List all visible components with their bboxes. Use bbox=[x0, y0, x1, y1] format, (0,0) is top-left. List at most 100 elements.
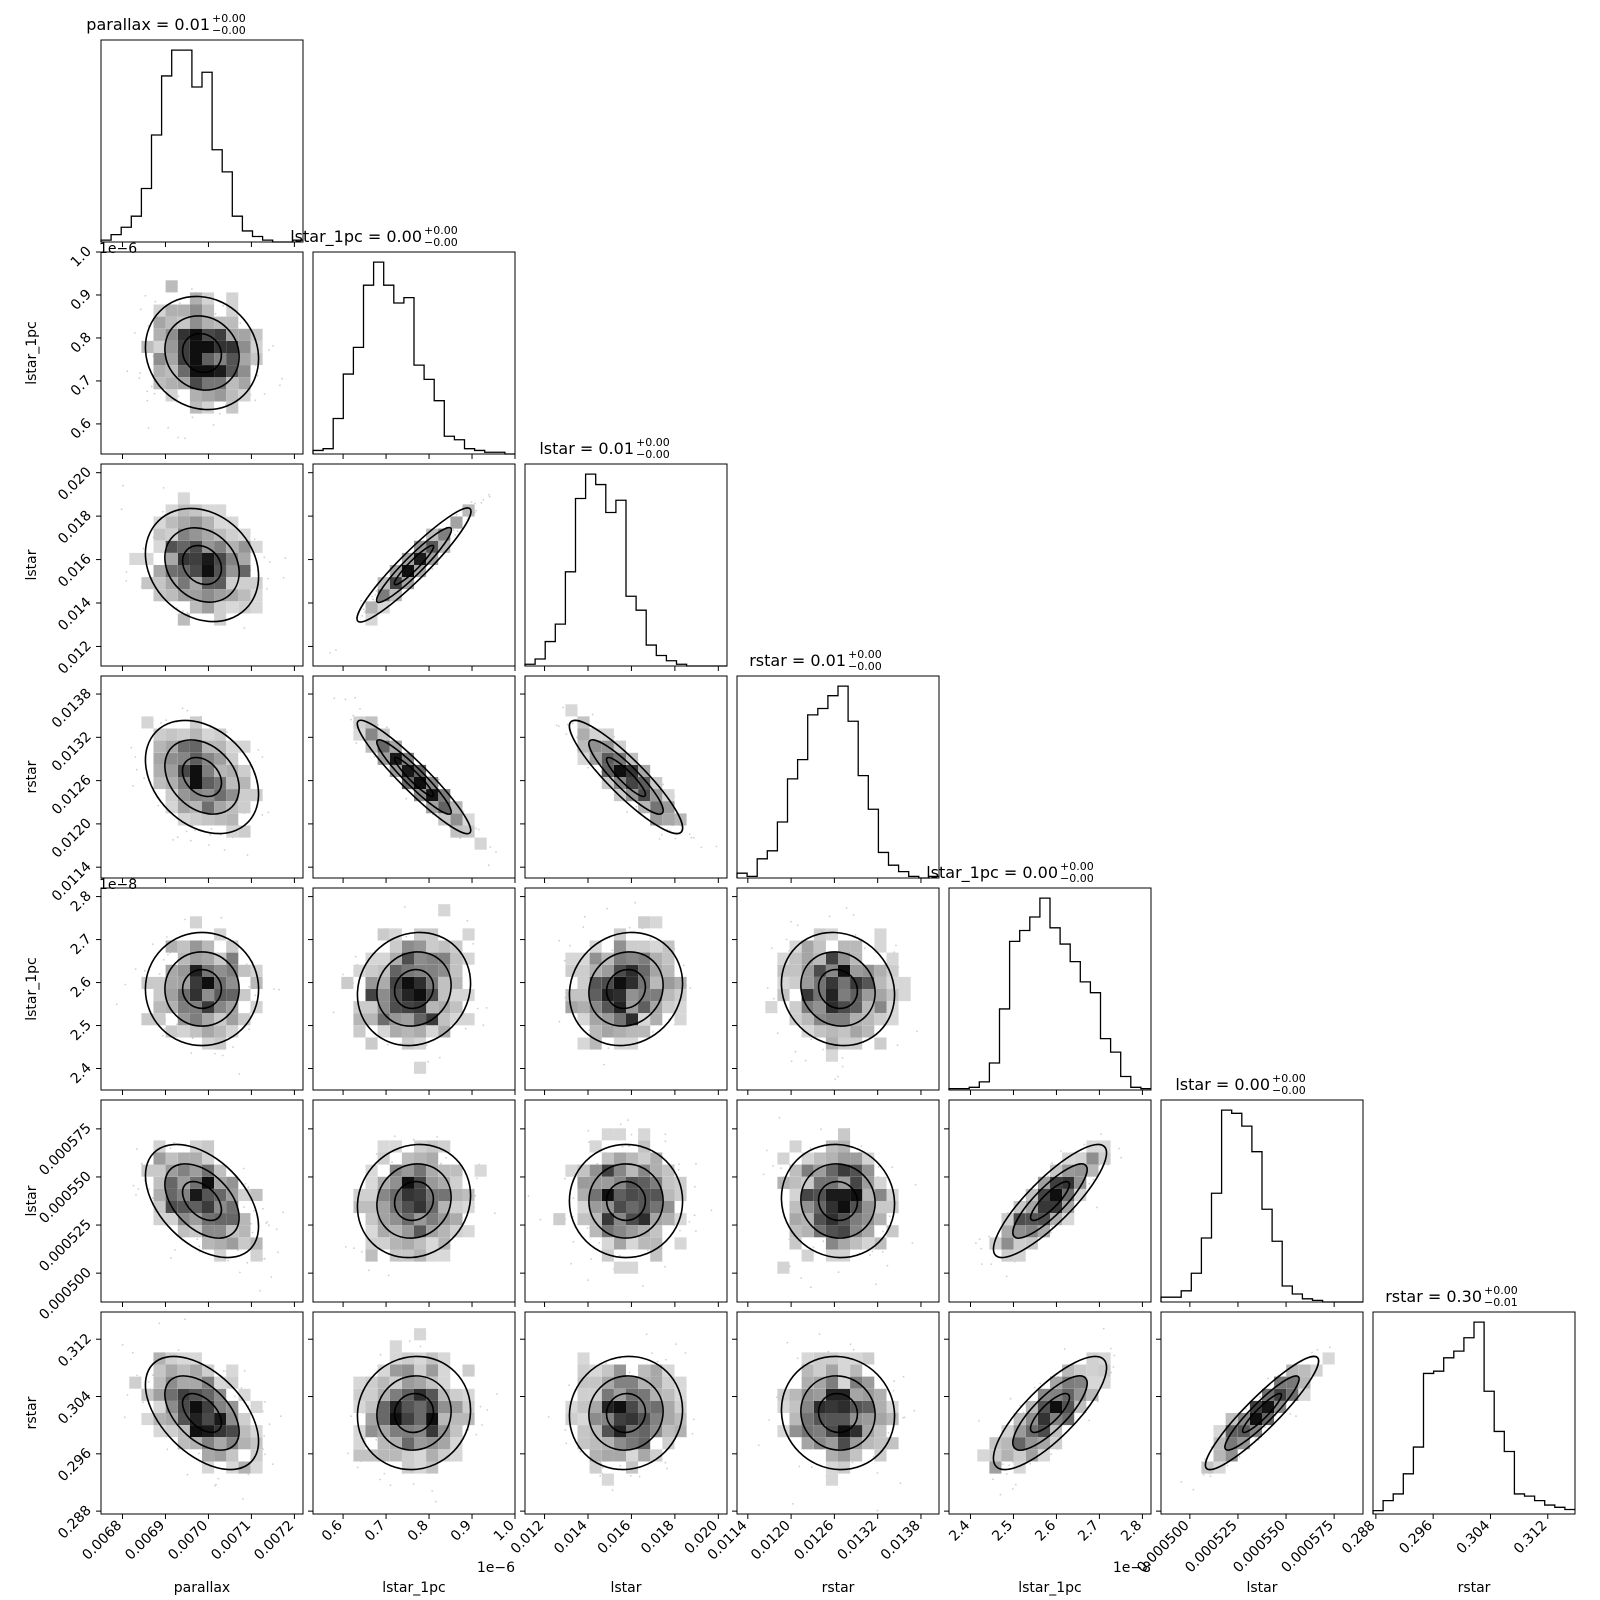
sample-point bbox=[169, 1257, 172, 1259]
sample-point bbox=[914, 1183, 917, 1186]
title-text: lstar = 0.01 bbox=[539, 439, 634, 458]
density-cell bbox=[862, 1201, 875, 1214]
contour-level-1 bbox=[181, 332, 223, 374]
density-cell bbox=[177, 504, 190, 517]
density-cell bbox=[177, 1164, 190, 1177]
density-cell bbox=[626, 1225, 639, 1238]
sample-point bbox=[689, 987, 692, 989]
sample-point bbox=[837, 1075, 839, 1078]
density-cell bbox=[789, 1237, 802, 1250]
density-cell bbox=[189, 813, 202, 826]
y-offset-text-1: 1e−6 bbox=[99, 241, 137, 257]
sample-point bbox=[220, 916, 223, 919]
sample-point bbox=[440, 1162, 442, 1165]
sample-point bbox=[566, 723, 569, 726]
sample-point bbox=[151, 943, 154, 946]
sample-point bbox=[278, 988, 280, 991]
sample-point bbox=[571, 722, 574, 725]
density-cell bbox=[414, 1201, 427, 1214]
density-cell bbox=[165, 353, 178, 366]
sample-point bbox=[239, 1271, 241, 1274]
density-cell bbox=[401, 940, 414, 953]
y-offset-text-4: 1e−8 bbox=[99, 877, 137, 893]
density-cell bbox=[238, 801, 251, 814]
density-cell bbox=[177, 613, 190, 626]
density-cell bbox=[238, 764, 251, 777]
density-cell bbox=[153, 740, 166, 753]
density-cell bbox=[238, 1213, 251, 1226]
y-tick-label: 2.5 bbox=[68, 1017, 95, 1044]
sample-point bbox=[570, 1262, 572, 1265]
y-tick-label: 0.8 bbox=[68, 329, 95, 356]
density-cell bbox=[414, 1152, 427, 1165]
density-cell bbox=[177, 492, 190, 505]
density-cell bbox=[177, 304, 190, 317]
histogram-series-0 bbox=[100, 49, 303, 243]
sample-point bbox=[262, 1207, 264, 1210]
sample-point bbox=[162, 487, 165, 489]
sample-point bbox=[250, 1222, 253, 1225]
sample-point bbox=[137, 1188, 140, 1190]
density-cell bbox=[414, 1188, 427, 1201]
sample-point bbox=[688, 1220, 691, 1223]
density-cell bbox=[765, 1001, 778, 1014]
sample-point bbox=[232, 1046, 235, 1048]
density-cell bbox=[838, 1128, 851, 1141]
sample-point bbox=[385, 726, 388, 729]
density-cell bbox=[414, 952, 427, 965]
sample-point bbox=[256, 374, 259, 377]
density-cell bbox=[189, 353, 202, 366]
density-cell bbox=[202, 764, 215, 777]
density-cell bbox=[365, 1225, 378, 1238]
sample-point bbox=[272, 344, 274, 347]
density-cell bbox=[214, 1176, 227, 1189]
density-cell bbox=[177, 528, 190, 541]
density-cell bbox=[226, 353, 239, 366]
density-cell bbox=[650, 916, 663, 929]
sample-point bbox=[267, 811, 270, 814]
sample-point bbox=[466, 919, 469, 922]
density-cell bbox=[165, 589, 178, 602]
density-cell bbox=[177, 728, 190, 741]
histogram-series-3 bbox=[736, 685, 939, 879]
density-cell bbox=[813, 1152, 826, 1165]
sample-point bbox=[863, 947, 866, 950]
sample-point bbox=[1005, 1275, 1008, 1278]
sample-point bbox=[598, 1242, 601, 1244]
sample-point bbox=[558, 939, 561, 942]
density-cell bbox=[189, 952, 202, 965]
sample-point bbox=[209, 834, 212, 836]
sample-point bbox=[173, 1141, 176, 1144]
sample-point bbox=[776, 1032, 779, 1035]
density-cell bbox=[141, 1164, 154, 1177]
density-cell bbox=[662, 976, 675, 989]
density-cell bbox=[250, 340, 263, 353]
y-tick-label: 0.016 bbox=[55, 551, 95, 591]
title-lower-error: −0.00 bbox=[424, 236, 458, 249]
sample-point bbox=[153, 392, 156, 395]
density-cell bbox=[202, 316, 215, 329]
density-cell bbox=[250, 353, 263, 366]
density-cell bbox=[189, 1152, 202, 1165]
density-cell bbox=[638, 1025, 651, 1038]
density-cell bbox=[414, 940, 427, 953]
density-cell bbox=[426, 1213, 439, 1226]
sample-point bbox=[268, 349, 270, 352]
density-cell bbox=[874, 1176, 887, 1189]
sample-point bbox=[587, 1129, 590, 1132]
sample-point bbox=[539, 1218, 542, 1221]
density-cell bbox=[438, 1013, 451, 1026]
sample-point bbox=[990, 1263, 993, 1265]
panel-title-0: parallax = 0.01 +0.00−0.00 bbox=[86, 12, 245, 37]
sample-point bbox=[891, 1166, 894, 1169]
sample-point bbox=[485, 1007, 488, 1009]
density-cell bbox=[214, 613, 227, 626]
sample-point bbox=[277, 1251, 279, 1254]
density-cell bbox=[426, 940, 439, 953]
density-cell bbox=[414, 1061, 427, 1074]
density-cell bbox=[189, 1025, 202, 1038]
density-cell bbox=[214, 516, 227, 529]
density-cell bbox=[377, 601, 390, 614]
